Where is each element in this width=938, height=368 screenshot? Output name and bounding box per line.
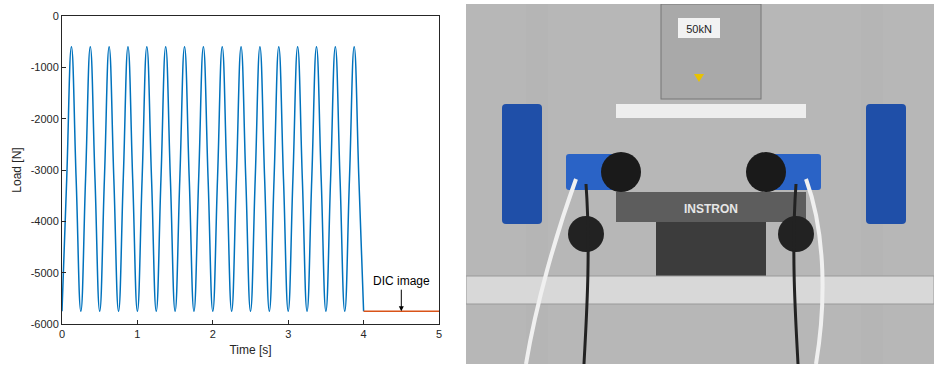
svg-text:-4000: -4000: [31, 215, 59, 227]
svg-text:Time [s]: Time [s]: [229, 343, 271, 357]
svg-text:-6000: -6000: [31, 318, 59, 330]
svg-text:-1000: -1000: [31, 61, 59, 73]
svg-text:2: 2: [210, 328, 216, 340]
svg-text:3: 3: [285, 328, 291, 340]
svg-text:-2000: -2000: [31, 113, 59, 125]
svg-text:0: 0: [59, 328, 65, 340]
svg-text:Load [N]: Load [N]: [10, 147, 24, 192]
svg-text:1: 1: [134, 328, 140, 340]
svg-text:INSTRON: INSTRON: [684, 202, 738, 216]
svg-text:-5000: -5000: [31, 267, 59, 279]
svg-text:50kN: 50kN: [686, 23, 712, 35]
svg-text:-3000: -3000: [31, 164, 59, 176]
svg-text:4: 4: [361, 328, 367, 340]
svg-text:DIC image: DIC image: [373, 274, 430, 288]
svg-text:0: 0: [53, 10, 59, 22]
svg-text:5: 5: [436, 328, 442, 340]
